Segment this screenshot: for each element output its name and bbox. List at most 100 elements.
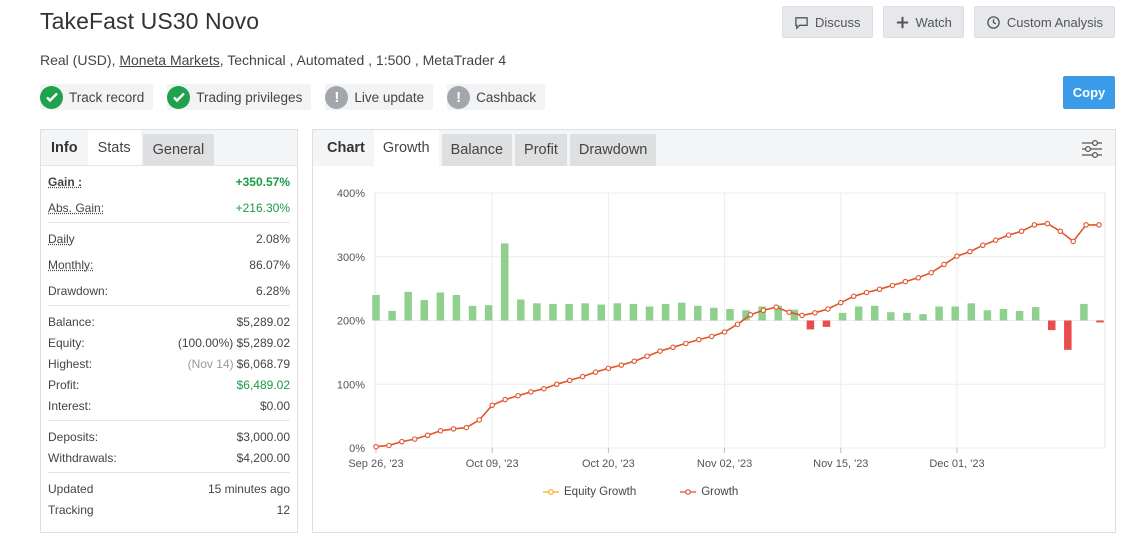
badge-label: Cashback	[476, 89, 537, 105]
highest-label: Highest:	[48, 356, 93, 371]
equity-value: (100.00%) $5,289.02	[178, 336, 290, 350]
legend-growth-label: Growth	[701, 486, 739, 498]
abs-gain-value: +216.30%	[235, 200, 290, 215]
growth-point	[889, 282, 896, 289]
badge-track-record[interactable]: Track record	[40, 84, 154, 110]
daily-bar	[629, 303, 638, 321]
chart-panel: Chart Growth Balance Profit Drawdown 0% 1…	[312, 129, 1116, 533]
daily-label[interactable]: Daily	[48, 231, 75, 246]
balance-label: Balance:	[48, 314, 95, 329]
daily-bar	[468, 305, 477, 321]
x-tick-label: Oct 20, '23	[582, 458, 635, 470]
daily-bar	[404, 291, 412, 321]
daily-bar	[677, 302, 686, 321]
monthly-label[interactable]: Monthly:	[48, 257, 94, 272]
gain-label[interactable]: Gain :	[48, 174, 83, 189]
growth-point	[696, 336, 702, 343]
growth-point	[760, 307, 767, 314]
growth-point	[528, 389, 534, 395]
daily-bar	[871, 305, 879, 321]
growth-point	[1096, 222, 1102, 228]
badge-label: Trading privileges	[196, 89, 303, 105]
tab-growth[interactable]: Growth	[373, 130, 439, 166]
equity-label: Equity:	[48, 335, 85, 350]
daily-bar	[999, 309, 1008, 321]
growth-point	[437, 428, 444, 434]
tab-profit[interactable]: Profit	[515, 134, 567, 166]
broker-link[interactable]: Moneta Markets	[119, 52, 220, 68]
growth-point	[825, 306, 831, 312]
watch-button[interactable]: Watch	[882, 6, 964, 38]
profit-value: $6,489.02	[236, 377, 290, 392]
discuss-label: Discuss	[815, 14, 861, 30]
discuss-button[interactable]: Discuss	[782, 6, 873, 38]
sliders-icon[interactable]	[1081, 139, 1103, 159]
x-tick-label: Nov 02, '23	[697, 458, 752, 470]
tab-drawdown[interactable]: Drawdown	[569, 134, 657, 166]
badge-trading-privileges[interactable]: Trading privileges	[167, 84, 312, 110]
growth-point	[657, 348, 663, 354]
growth-point	[541, 385, 547, 392]
growth-point	[902, 278, 909, 285]
growth-point	[670, 344, 676, 351]
y-tick-label: 200%	[337, 316, 365, 328]
growth-chart: 0% 100% 200% 300% 400% Sep 26, '23 Oct 09, '23…	[337, 188, 1106, 470]
daily-bar	[710, 307, 718, 321]
growth-point	[1018, 228, 1025, 234]
abs-gain-label[interactable]: Abs. Gain:	[48, 200, 105, 215]
badge-live-update[interactable]: ! Live update	[325, 84, 434, 110]
y-tick-label: 0%	[349, 443, 365, 455]
check-icon	[40, 85, 63, 109]
daily-bar	[903, 312, 911, 321]
growth-point	[489, 402, 495, 409]
account-details: Real (USD), Moneta Markets, Technical , …	[40, 52, 506, 68]
daily-bar	[1080, 303, 1088, 321]
daily-bar	[436, 292, 445, 321]
daily-bar	[372, 295, 380, 321]
daily-bar	[919, 314, 927, 321]
daily-bar	[420, 300, 429, 321]
equity-amount: $5,289.02	[236, 335, 290, 350]
daily-bar	[951, 306, 959, 321]
growth-point	[1031, 222, 1038, 228]
tab-stats[interactable]: Stats	[87, 130, 141, 165]
growth-point	[566, 377, 573, 384]
tab-chart[interactable]: Chart	[327, 140, 365, 156]
growth-point	[631, 358, 637, 365]
daily-bar	[1047, 320, 1056, 331]
badge-cashback[interactable]: ! Cashback	[447, 84, 546, 110]
daily-bar	[1064, 320, 1072, 350]
growth-point	[747, 312, 754, 318]
growth-point	[502, 396, 508, 403]
deposits-label: Deposits:	[48, 429, 99, 444]
growth-point	[721, 329, 728, 335]
legend-growth[interactable]: Growth	[680, 486, 738, 498]
daily-bar	[983, 310, 992, 321]
copy-button[interactable]: Copy	[1063, 76, 1115, 109]
tab-general[interactable]: General	[142, 134, 215, 165]
legend-equity-swatch	[543, 489, 559, 495]
daily-bar	[694, 305, 702, 321]
growth-point	[980, 242, 986, 249]
monthly-value: 86.07%	[249, 257, 290, 272]
clock-icon	[987, 15, 1000, 29]
legend-equity-growth[interactable]: Equity Growth	[543, 486, 636, 498]
daily-bar	[517, 299, 525, 321]
daily-bar	[1015, 310, 1024, 321]
growth-point	[863, 289, 870, 296]
growth-point	[515, 392, 521, 399]
tab-info[interactable]: Info	[51, 139, 78, 156]
account-type: Real (USD),	[40, 52, 116, 68]
updated-value: 15 minutes ago	[207, 481, 290, 496]
page-title: TakeFast US30 Novo	[40, 8, 260, 34]
growth-point	[683, 340, 689, 347]
highest-amount: $6,068.79	[236, 356, 290, 371]
tab-balance[interactable]: Balance	[441, 134, 513, 166]
growth-point	[838, 299, 844, 306]
gain-value: +350.57%	[235, 174, 290, 189]
daily-bar	[758, 306, 766, 321]
growth-point	[967, 248, 973, 255]
daily-bar	[935, 306, 943, 321]
daily-bar	[822, 320, 831, 327]
custom-analysis-button[interactable]: Custom Analysis	[973, 6, 1115, 38]
